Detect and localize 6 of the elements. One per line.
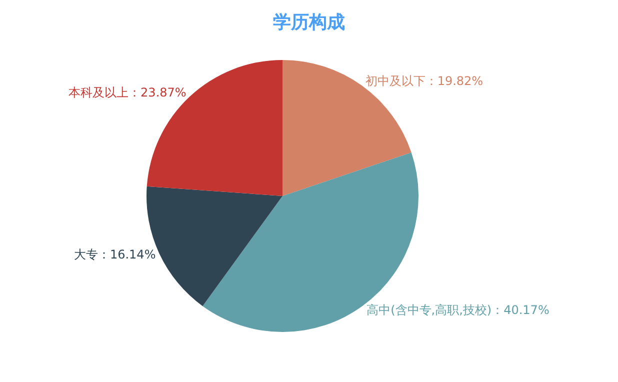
pie-slice (202, 152, 418, 332)
chart-title: 学历构成 (273, 12, 345, 33)
slice-label: 本科及以上：23.87% (68, 86, 186, 100)
slice-label: 初中及以下：19.82% (365, 74, 484, 88)
slice-label: 高中(含中专,高职,技校)：40.17% (366, 303, 550, 318)
slice-label: 大专：16.14% (74, 248, 156, 262)
